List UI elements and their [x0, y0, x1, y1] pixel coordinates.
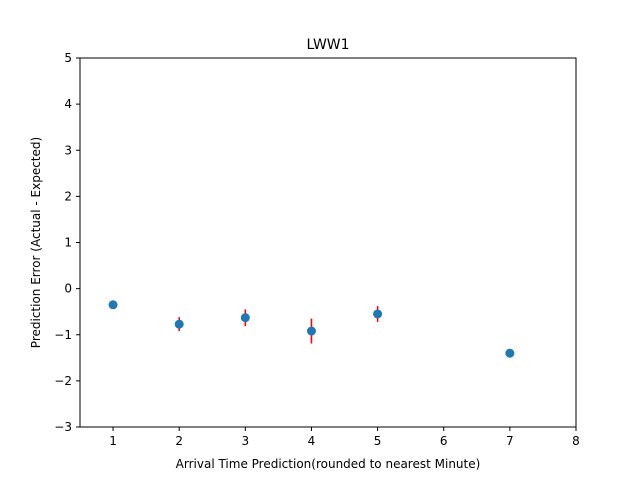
data-point	[306, 326, 316, 336]
y-tick-label: 1	[64, 236, 72, 250]
y-axis-label: Prediction Error (Actual - Expected)	[29, 137, 43, 348]
y-tick-label: 5	[64, 51, 72, 65]
y-tick-label: −1	[54, 328, 72, 342]
x-tick-label: 1	[109, 434, 117, 448]
data-point	[505, 348, 515, 358]
x-tick-label: 7	[506, 434, 514, 448]
x-axis-label: Arrival Time Prediction(rounded to neare…	[176, 457, 481, 471]
x-tick-label: 5	[374, 434, 382, 448]
y-tick-label: 2	[64, 189, 72, 203]
x-axis: 1 2 3 4 5 6 7 8	[109, 427, 580, 448]
y-axis: −3 −2 −1 0 1 2 3 4 5	[54, 51, 80, 434]
data-point	[174, 319, 184, 329]
y-tick-label: −3	[54, 420, 72, 434]
x-tick-label: 3	[242, 434, 250, 448]
y-tick-label: 3	[64, 143, 72, 157]
x-tick-label: 4	[308, 434, 316, 448]
data-point	[108, 300, 118, 310]
data-point	[373, 309, 383, 319]
y-tick-label: −2	[54, 374, 72, 388]
y-tick-label: 4	[64, 97, 72, 111]
chart-title: LWW1	[306, 37, 349, 53]
x-tick-label: 8	[572, 434, 580, 448]
points-layer	[108, 300, 515, 358]
plot-area	[80, 58, 576, 427]
data-point	[240, 313, 250, 323]
x-tick-label: 2	[175, 434, 183, 448]
y-tick-label: 0	[64, 282, 72, 296]
x-tick-label: 6	[440, 434, 448, 448]
